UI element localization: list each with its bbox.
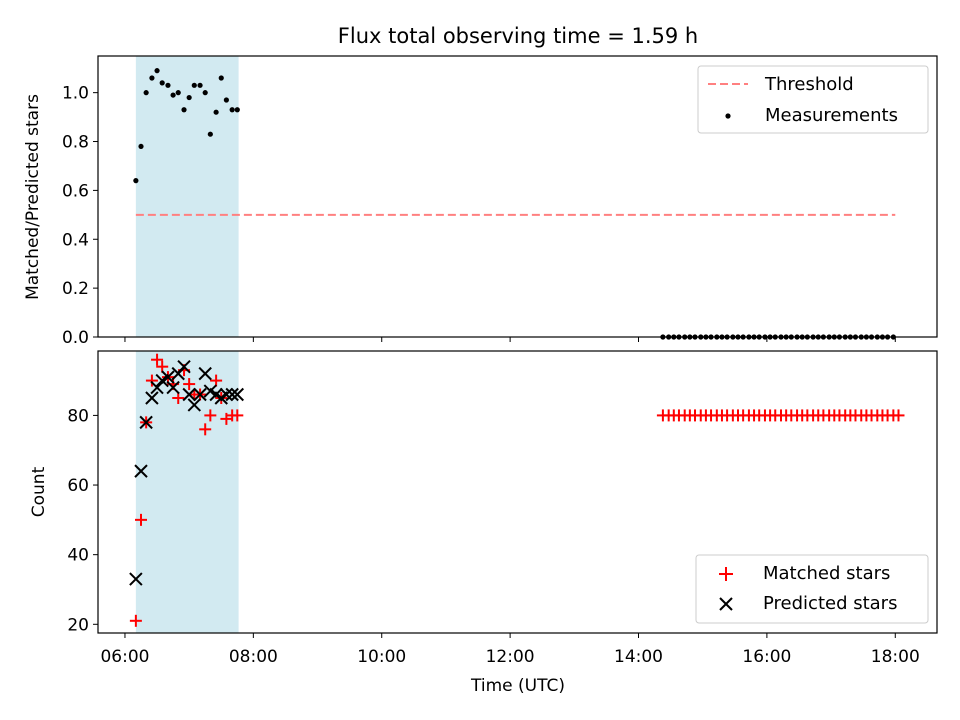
predicted-star-marker: [161, 370, 175, 384]
measurements-legend-swatch: [725, 113, 731, 119]
measurement-point: [159, 80, 165, 86]
matched-stars-legend-swatch: [719, 567, 733, 581]
predicted-stars-legend-swatch: [719, 597, 733, 611]
measurement-point: [213, 109, 219, 115]
measurement-point: [202, 90, 208, 96]
y-tick-label: 60: [67, 476, 89, 496]
predicted-star-marker: [198, 366, 212, 381]
y-tick-label: 20: [67, 615, 89, 635]
matched-star-marker: [892, 409, 905, 422]
predicted-star-marker: [134, 464, 148, 478]
predicted-stars-points: [129, 359, 245, 586]
measurement-point: [149, 75, 155, 81]
measurement-point: [218, 75, 224, 81]
y-tick-label: 0.8: [62, 133, 89, 153]
x-tick-label: 10:00: [357, 647, 406, 667]
shaded-span: [135, 56, 239, 337]
count-legend-box: [695, 554, 929, 624]
measurement-point: [154, 68, 160, 74]
matched-star-marker: [156, 360, 169, 373]
predicted-star-marker: [166, 380, 180, 395]
predicted-star-marker: [177, 359, 191, 374]
count-y-ticks: 20 40 60 80: [67, 406, 98, 635]
matched-star-marker: [151, 353, 164, 366]
y-tick-label: 1.0: [62, 84, 89, 104]
measurement-point: [175, 90, 181, 96]
predicted-star-marker: [193, 387, 207, 402]
ratio-legend-box: [697, 65, 929, 134]
ratio-panel: 0.0 0.2 0.4 0.6 0.8 1.0 Matched/Predicted sta…: [23, 55, 938, 348]
predicted-star-marker: [187, 398, 201, 412]
measurements-legend-label: Measurements: [765, 105, 898, 126]
threshold-legend-label: Threshold: [764, 74, 854, 95]
measurement-point: [186, 94, 192, 101]
measurement-point: [223, 97, 229, 103]
matched-star-marker: [145, 374, 158, 387]
measurement-point: [133, 178, 139, 184]
count-x-ticks: 06:00 08:00 10:00 12:00 14:00 16:00 18:00: [100, 633, 920, 667]
measurement-point: [207, 131, 213, 137]
matched-stars-legend-label: Matched stars: [763, 563, 890, 584]
measurement-point: [197, 82, 203, 88]
x-tick-label: 16:00: [742, 647, 791, 667]
predicted-star-marker: [150, 380, 164, 395]
measurement-point: [234, 107, 240, 113]
ratio-panel-frame: [97, 55, 938, 338]
matched-star-marker: [210, 374, 223, 387]
x-tick-label: 18:00: [871, 647, 920, 667]
predicted-star-marker: [219, 387, 234, 402]
measurement-point: [229, 107, 235, 113]
predicted-star-marker: [145, 391, 159, 405]
count-panel: 06:00 08:00 10:00 12:00 14:00 16:00 18:00 20 40…: [29, 350, 938, 696]
matched-star-marker: [199, 423, 212, 436]
y-tick-label: 0.6: [62, 181, 89, 201]
ratio-y-ticks: 0.0 0.2 0.4 0.6 0.8 1.0: [62, 84, 98, 348]
x-tick-label: 06:00: [100, 647, 149, 667]
ratio-x-ticks: [124, 337, 896, 342]
measurement-point: [165, 82, 171, 88]
y-tick-label: 0.4: [62, 230, 89, 250]
chart-title: Flux total observing time = 1.59 h: [338, 24, 698, 48]
ratio-y-axis-label: Matched/Predicted stars: [23, 94, 43, 300]
predicted-star-marker: [225, 387, 239, 402]
measurement-point: [181, 107, 187, 113]
count-y-axis-label: Count: [29, 466, 49, 517]
matched-star-marker: [204, 409, 217, 422]
y-tick-label: 80: [67, 406, 89, 426]
y-tick-label: 40: [67, 546, 89, 566]
ratio-legend: Threshold Measurements: [697, 65, 929, 134]
matched-star-marker: [129, 614, 142, 627]
measurement-point: [191, 82, 197, 88]
measurement-point: [138, 143, 144, 150]
count-panel-frame: [97, 350, 938, 634]
predicted-star-marker: [182, 387, 196, 402]
count-legend: Matched stars Predicted stars: [695, 554, 929, 624]
matched-star-marker: [135, 513, 148, 526]
x-tick-label: 14:00: [614, 647, 663, 667]
predicted-stars-legend-label: Predicted stars: [763, 593, 897, 614]
predicted-star-marker: [129, 572, 143, 586]
y-tick-label: 0.0: [62, 328, 89, 348]
x-tick-label: 08:00: [229, 647, 278, 667]
predicted-star-marker: [139, 415, 153, 430]
measurement-point: [170, 92, 176, 98]
matched-stars-points: [129, 353, 905, 627]
matched-star-marker: [231, 409, 244, 422]
predicted-star-marker: [230, 387, 245, 402]
matched-star-marker: [183, 378, 196, 391]
x-tick-label: 12:00: [486, 647, 535, 667]
y-tick-label: 0.2: [62, 279, 89, 299]
x-axis-label: Time (UTC): [470, 676, 565, 696]
observation-window-span: [135, 56, 239, 337]
measurement-point: [143, 90, 149, 96]
